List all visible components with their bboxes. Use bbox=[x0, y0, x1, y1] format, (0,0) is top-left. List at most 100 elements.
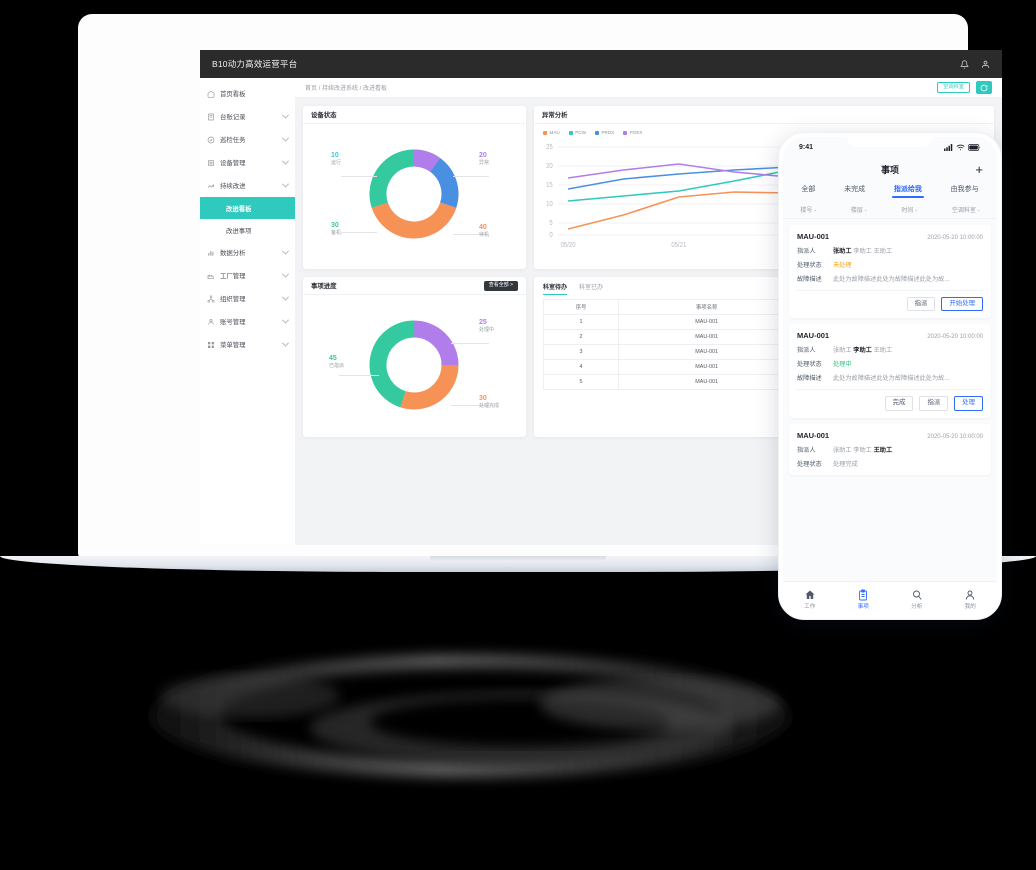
sidebar-subitem-improvement-items[interactable]: 改进事项 bbox=[200, 219, 295, 241]
complete-button[interactable]: 完成 bbox=[884, 396, 914, 411]
column-header-name: 事项名称 bbox=[617, 299, 796, 315]
bottom-nav-profile[interactable]: 我的 bbox=[944, 588, 998, 610]
app-title: B10动力高效运营平台 bbox=[212, 59, 298, 69]
tab-all[interactable]: 全部 bbox=[801, 186, 816, 193]
chevron-down-icon bbox=[281, 339, 290, 347]
cell-no: 1 bbox=[543, 314, 619, 330]
cell-no: 5 bbox=[543, 374, 619, 390]
laptop-base bbox=[0, 556, 1036, 584]
fault-description: 此处为故障描述此处为故障描述此处为故... bbox=[833, 375, 950, 383]
tab-participated-by-me[interactable]: 由我参与 bbox=[950, 186, 979, 193]
sidebar-item-device[interactable]: 设备管理 bbox=[200, 151, 295, 174]
chevron-down-icon bbox=[281, 270, 290, 278]
card-device-status: 设备状态 bbox=[303, 106, 526, 269]
task-id: MAU-001 bbox=[797, 232, 830, 241]
filter-time[interactable]: 时间 - bbox=[901, 208, 918, 214]
filter-floor[interactable]: 楼层 - bbox=[850, 208, 867, 214]
leader-line bbox=[453, 176, 489, 177]
chevron-down-icon bbox=[281, 111, 290, 119]
menu-grid-icon bbox=[207, 341, 215, 349]
sidebar-item-home[interactable]: 首页看板 bbox=[200, 82, 295, 105]
sidebar-item-label: 工厂管理 bbox=[220, 273, 246, 280]
view-all-button[interactable]: 查看全部 > bbox=[483, 280, 518, 291]
legend-item-pgex[interactable]: PGEX bbox=[623, 130, 642, 135]
assign-button[interactable]: 指派 bbox=[906, 297, 936, 312]
svg-text:05/20: 05/20 bbox=[561, 242, 576, 250]
legend-label: PRDX bbox=[601, 130, 615, 135]
phone-frame: 9:41 事 bbox=[778, 132, 1002, 620]
header-icon-group bbox=[960, 59, 990, 69]
task-card[interactable]: MAU-001 2020-05-20 10:00:00 指派人 张助工 李助工 … bbox=[789, 225, 991, 319]
status-time: 9:41 bbox=[799, 143, 814, 151]
task-card[interactable]: MAU-001 2020-05-20 10:00:00 指派人 张助工 李助工 … bbox=[789, 324, 991, 418]
task-assignee-row: 指派人 张助工 李助工 王助工 bbox=[797, 345, 983, 354]
assignee-name: 李助工 bbox=[853, 446, 872, 454]
cell-name: MAU-001 bbox=[617, 374, 796, 390]
task-assignee-row: 指派人 张助工 李助工 王助工 bbox=[797, 445, 983, 454]
phone-nav-bar: 事项 + bbox=[783, 157, 997, 181]
sidebar-item-menu[interactable]: 菜单管理 bbox=[200, 333, 295, 356]
callout-label: 处理中 bbox=[479, 327, 495, 333]
cell-name: MAU-001 bbox=[617, 314, 796, 330]
field-label-status: 处理状态 bbox=[797, 262, 822, 269]
tab-department-todo[interactable]: 科室待办 bbox=[543, 282, 568, 295]
phone-task-list[interactable]: MAU-001 2020-05-20 10:00:00 指派人 张助工 李助工 … bbox=[783, 219, 997, 581]
sidebar-item-improvement[interactable]: 持续改进 bbox=[200, 174, 295, 197]
legend-swatch bbox=[543, 130, 547, 135]
bottom-nav-work[interactable]: 工作 bbox=[783, 588, 837, 610]
sidebar-item-label: 设备管理 bbox=[220, 160, 246, 167]
sidebar-item-ledger[interactable]: 台账记录 bbox=[200, 105, 295, 128]
svg-text:05/21: 05/21 bbox=[671, 242, 686, 250]
task-card[interactable]: MAU-001 2020-05-20 10:00:00 指派人 张助工 李助工 … bbox=[789, 423, 991, 475]
tab-department-done[interactable]: 科室已办 bbox=[579, 285, 604, 291]
breadcrumb-bar: 首页 / 持续改进系统 / 改进看板 空调科室 bbox=[295, 78, 1002, 98]
card-header: 设备状态 bbox=[303, 106, 526, 124]
org-icon bbox=[207, 295, 215, 303]
legend-item-mau[interactable]: MAU bbox=[543, 130, 560, 135]
legend-item-prdx[interactable]: PRDX bbox=[594, 130, 615, 135]
assign-button[interactable]: 指派 bbox=[919, 396, 949, 411]
field-label-assignee: 指派人 bbox=[797, 347, 816, 355]
bottom-nav-items[interactable]: 事项 bbox=[837, 588, 891, 610]
legend-item-pcw[interactable]: PCW bbox=[568, 130, 586, 135]
task-assignee-row: 指派人 张助工 李助工 王助工 bbox=[797, 246, 983, 255]
bell-icon[interactable] bbox=[960, 59, 969, 69]
sidebar-item-label: 台账记录 bbox=[220, 114, 246, 121]
filter-department[interactable]: 空调科室 - bbox=[951, 208, 980, 214]
sidebar-item-inspection[interactable]: 巡检任务 bbox=[200, 128, 295, 151]
callout-value: 40 bbox=[479, 224, 487, 231]
svg-text:10: 10 bbox=[546, 201, 553, 209]
filter-building[interactable]: 楼号 - bbox=[800, 208, 817, 214]
field-label-assignee: 指派人 bbox=[797, 446, 816, 454]
sidebar-item-factory[interactable]: 工厂管理 bbox=[200, 264, 295, 287]
leader-line bbox=[339, 375, 379, 376]
tab-incomplete[interactable]: 未完成 bbox=[844, 186, 866, 193]
card-header: 异常分析 bbox=[534, 106, 994, 124]
task-status-row: 处理状态 处理完成 bbox=[797, 459, 983, 468]
phone-filter-bar: 楼号 - 楼层 - 时间 - 空调科室 - bbox=[783, 201, 997, 219]
bottom-nav-analysis[interactable]: 分析 bbox=[890, 588, 944, 610]
tab-assigned-to-me[interactable]: 指派给我 bbox=[891, 184, 924, 198]
table-tabs: 科室待办 科室已办 bbox=[534, 277, 994, 295]
card-title: 事项进度 bbox=[311, 283, 337, 290]
sidebar-item-account[interactable]: 账号管理 bbox=[200, 310, 295, 333]
callout-label: 已指派 bbox=[329, 363, 345, 369]
process-button[interactable]: 处理 bbox=[954, 396, 983, 411]
user-icon[interactable] bbox=[981, 60, 990, 69]
sidebar-subitem-improvement-board[interactable]: 改进看板 bbox=[200, 197, 295, 219]
sidebar-item-organization[interactable]: 组织管理 bbox=[200, 287, 295, 310]
donut-svg bbox=[369, 149, 459, 239]
add-button[interactable]: + bbox=[975, 161, 983, 177]
laptop-notch bbox=[430, 556, 606, 562]
task-id: MAU-001 bbox=[797, 331, 830, 341]
card-item-progress: 事项进度 查看全部 > bbox=[303, 277, 526, 437]
department-filter-chip[interactable]: 空调科室 bbox=[937, 81, 970, 94]
field-label-assignee: 指派人 bbox=[797, 248, 816, 255]
leader-line bbox=[341, 232, 377, 233]
refresh-button[interactable] bbox=[976, 81, 992, 94]
leader-line bbox=[451, 343, 489, 344]
sidebar-item-analytics[interactable]: 数据分析 bbox=[200, 241, 295, 264]
start-process-button[interactable]: 开始处理 bbox=[941, 297, 983, 312]
sidebar-item-label: 首页看板 bbox=[220, 91, 246, 98]
callout-label: 处理完成 bbox=[479, 403, 500, 409]
